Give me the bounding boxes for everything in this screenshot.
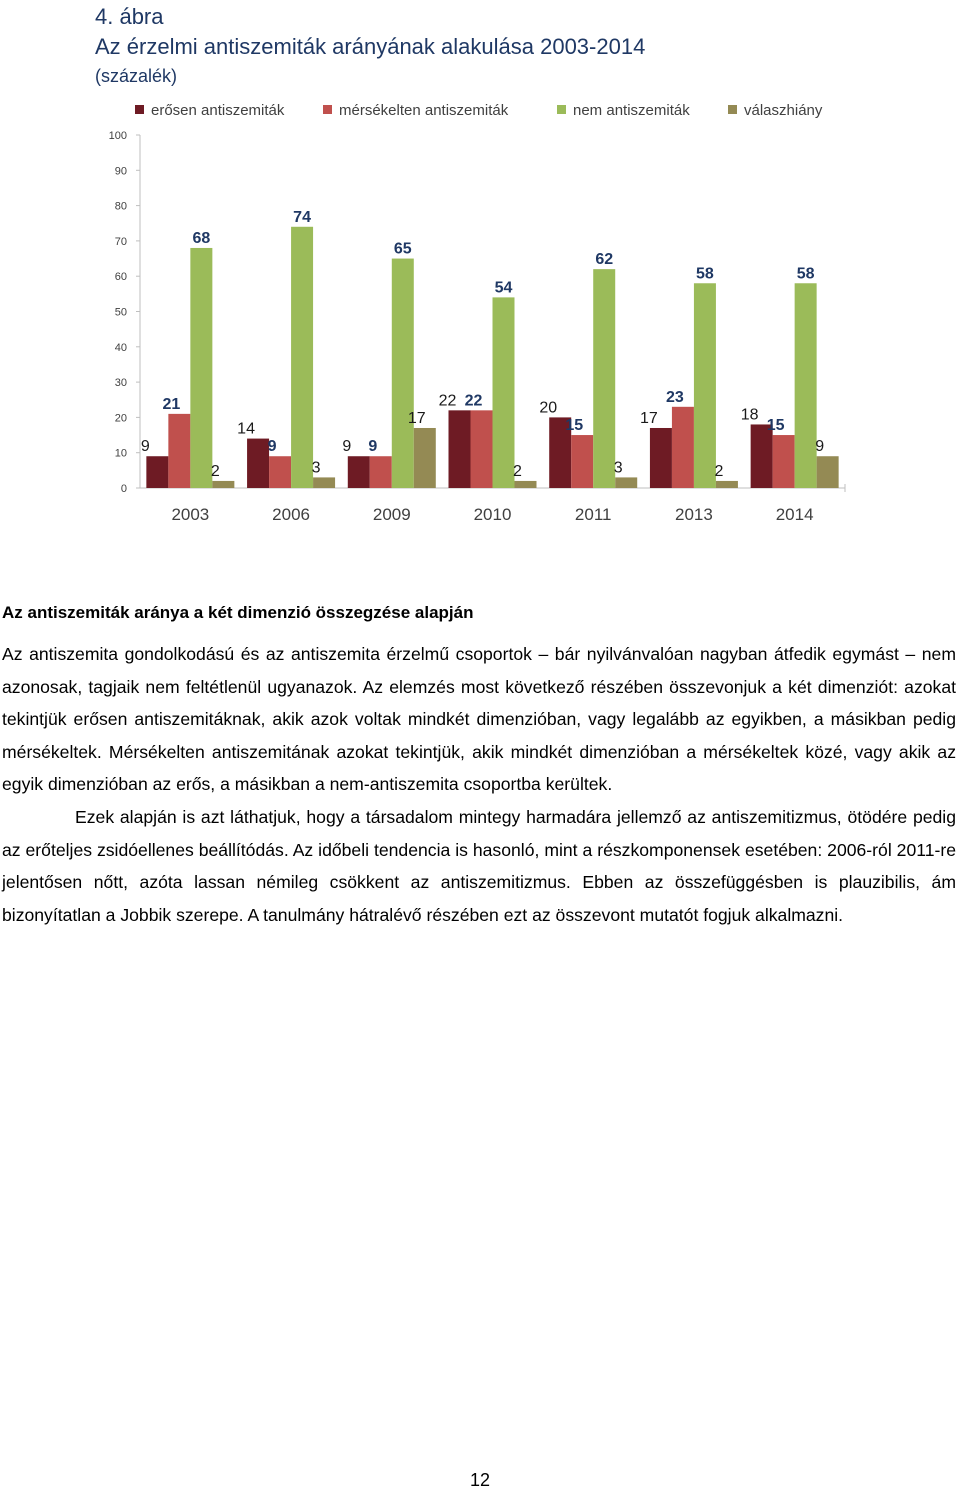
data-label: 9 bbox=[815, 438, 824, 455]
legend-swatch bbox=[557, 105, 566, 114]
legend-swatch bbox=[728, 105, 737, 114]
data-label: 9 bbox=[368, 438, 377, 455]
bar bbox=[671, 406, 694, 488]
data-label: 58 bbox=[797, 265, 815, 282]
x-category-label: 2010 bbox=[474, 505, 512, 524]
x-category-label: 2011 bbox=[575, 505, 612, 524]
data-label: 23 bbox=[666, 389, 684, 406]
bar bbox=[313, 477, 336, 488]
y-tick-label: 30 bbox=[115, 377, 127, 389]
legend-swatch bbox=[323, 105, 332, 114]
figure-number: 4. ábra bbox=[95, 4, 164, 29]
y-tick-label: 20 bbox=[115, 412, 127, 424]
bar bbox=[750, 424, 773, 488]
section-heading: Az antiszemiták aránya a két dimenzió ös… bbox=[2, 603, 474, 622]
x-category-label: 2006 bbox=[272, 505, 310, 524]
page-number: 12 bbox=[469, 1470, 491, 1490]
bar bbox=[413, 427, 436, 488]
data-label: 3 bbox=[312, 459, 321, 476]
bar bbox=[549, 417, 572, 488]
data-label: 62 bbox=[595, 251, 613, 268]
bar bbox=[593, 269, 616, 488]
y-tick-label: 80 bbox=[115, 201, 127, 213]
y-tick-label: 40 bbox=[115, 342, 127, 354]
bar bbox=[816, 456, 839, 488]
data-label: 9 bbox=[342, 438, 351, 455]
data-label: 2 bbox=[211, 463, 220, 480]
bar bbox=[291, 226, 314, 488]
paragraph: Az antiszemita gondolkodású és az antisz… bbox=[2, 644, 956, 795]
data-label: 22 bbox=[439, 392, 457, 409]
bar bbox=[615, 477, 638, 488]
y-tick-label: 0 bbox=[121, 483, 127, 495]
data-label: 9 bbox=[141, 438, 150, 455]
data-label: 15 bbox=[565, 417, 583, 434]
bar bbox=[391, 258, 414, 488]
data-label: 17 bbox=[640, 410, 658, 427]
bar bbox=[247, 438, 270, 488]
bar bbox=[269, 456, 292, 488]
y-tick-label: 10 bbox=[115, 448, 127, 460]
legend-label: nem antiszemiták bbox=[573, 102, 690, 119]
bar-chart: 0 10 20 30 40 50 60 70 80 90 100 9 21 68 2 2003 14 9 74 3 20… bbox=[109, 102, 846, 524]
bar bbox=[369, 456, 392, 488]
bar bbox=[146, 456, 169, 488]
data-label: 3 bbox=[614, 459, 623, 476]
y-tick-label: 100 bbox=[109, 130, 127, 142]
bar bbox=[715, 480, 738, 488]
data-label: 65 bbox=[394, 241, 412, 258]
bar bbox=[514, 480, 537, 488]
bar bbox=[772, 435, 795, 488]
bar bbox=[693, 283, 716, 488]
data-label: 20 bbox=[539, 399, 557, 416]
data-label: 14 bbox=[237, 421, 255, 438]
body-text: Az antiszemita gondolkodású és az antisz… bbox=[2, 638, 956, 931]
x-category-label: 2009 bbox=[373, 505, 411, 524]
figure-caption: 4. ábra Az érzelmi antiszemiták arányána… bbox=[95, 2, 645, 90]
data-label: 58 bbox=[696, 265, 714, 282]
data-label: 54 bbox=[495, 279, 513, 296]
bar bbox=[212, 480, 235, 488]
y-tick-label: 60 bbox=[115, 271, 127, 283]
bar bbox=[168, 413, 191, 488]
x-category-label: 2003 bbox=[171, 505, 209, 524]
figure-subtitle: (százalék) bbox=[95, 66, 178, 86]
x-category-label: 2013 bbox=[675, 505, 713, 524]
data-label: 9 bbox=[268, 438, 277, 455]
bar bbox=[190, 247, 213, 488]
y-tick-label: 70 bbox=[115, 236, 127, 248]
data-label: 21 bbox=[162, 396, 180, 413]
y-tick-label: 90 bbox=[115, 165, 127, 177]
data-label: 17 bbox=[408, 410, 426, 427]
bar bbox=[571, 435, 594, 488]
data-label: 15 bbox=[767, 417, 785, 434]
bar bbox=[794, 283, 817, 488]
data-label: 22 bbox=[465, 392, 483, 409]
data-label: 74 bbox=[293, 209, 311, 226]
data-label: 2 bbox=[714, 463, 723, 480]
legend-label: mérsékelten antiszemiták bbox=[339, 102, 509, 119]
figure-title: Az érzelmi antiszemiták arányának alakul… bbox=[95, 34, 646, 59]
bar bbox=[347, 456, 370, 488]
bar bbox=[492, 297, 515, 488]
legend-label: erősen antiszemiták bbox=[151, 102, 285, 119]
bar bbox=[649, 427, 672, 488]
legend-label: válaszhiány bbox=[744, 102, 823, 119]
data-label: 18 bbox=[741, 406, 759, 423]
y-tick-label: 50 bbox=[115, 307, 127, 319]
x-category-label: 2014 bbox=[776, 505, 814, 524]
data-label: 68 bbox=[192, 230, 210, 247]
bar bbox=[470, 410, 493, 488]
data-label: 2 bbox=[513, 463, 522, 480]
bar bbox=[448, 410, 471, 488]
paragraph: Ezek alapján is azt láthatjuk, hogy a tá… bbox=[2, 806, 956, 925]
legend-swatch bbox=[135, 105, 144, 114]
